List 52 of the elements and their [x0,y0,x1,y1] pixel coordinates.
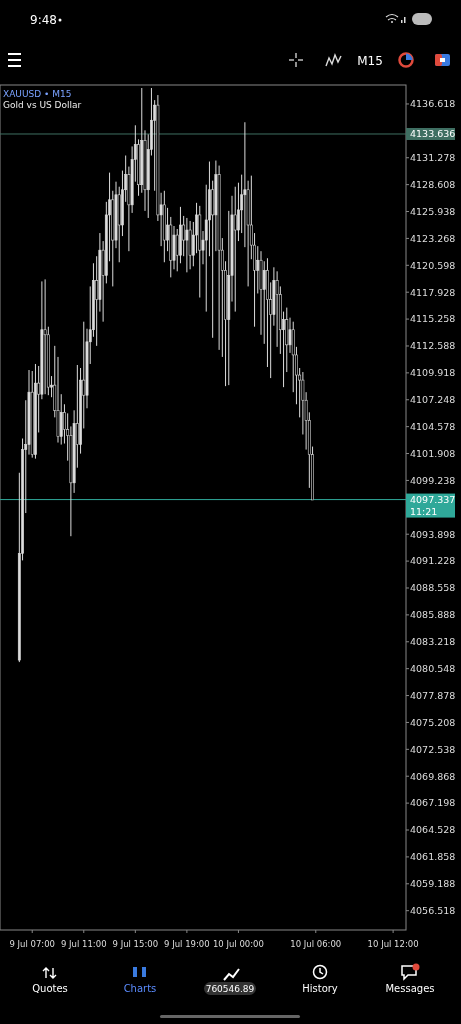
y-tick-label: 4109.918 [410,367,456,379]
text: Quotes [32,983,68,994]
y-tick-label: 4083.218 [410,636,456,648]
text: 9:48 [30,13,57,27]
x-tick-label: 9 Jul 07:00 [9,939,56,949]
x-tick-label: 10 Jul 06:00 [290,939,342,949]
x-tick-label: 10 Jul 12:00 [367,939,419,949]
text: History [302,983,338,994]
text: Messages [385,983,435,994]
x-tick-label: 9 Jul 15:00 [112,939,159,949]
y-tick-label: 4104.578 [410,420,456,432]
text: Gold vs US Dollar [3,100,82,110]
y-tick-label: 4088.558 [410,582,456,594]
y-tick-label: 4120.598 [410,259,456,271]
y-tick-label: 4080.548 [410,662,456,674]
candlestick [288,317,292,354]
y-tick-label: 4117.928 [410,286,456,298]
text: 760546.89 [205,984,255,994]
y-tick-label: 4136.618 [410,98,456,110]
y-tick-label: 4064.528 [410,824,456,836]
y-tick-label: 4107.248 [410,394,456,406]
y-tick-label: 4128.608 [410,178,456,190]
y-tick-label: 4115.258 [410,313,456,325]
y-tick-label: 4085.888 [410,609,456,621]
candlestick [262,260,266,345]
y-tick-label: 4075.208 [410,716,456,728]
x-tick-label: 10 Jul 00:00 [212,939,264,949]
y-tick-label: 4072.538 [410,743,456,755]
text: 11:21 [410,505,438,517]
y-tick-label: 4056.518 [410,905,456,917]
y-tick-label: 4123.268 [410,232,456,244]
x-tick-label: 9 Jul 11:00 [60,939,107,949]
y-tick-label: 4067.198 [410,797,456,809]
text: M15 [357,54,383,68]
ref-line-label: 4133.636 [410,128,456,140]
y-tick-label: 4061.858 [410,851,456,863]
y-tick-label: 4077.878 [410,689,456,701]
candlestick [175,228,179,272]
y-tick-label: 4125.938 [410,205,456,217]
y-tick-label: 4112.588 [410,340,456,352]
x-tick-label: 9 Jul 19:00 [164,939,210,949]
text: Charts [123,983,157,994]
y-tick-label: 4059.188 [410,878,456,890]
y-tick-label: 4091.228 [410,555,456,567]
candlestick [256,245,260,294]
y-tick-label: 4101.908 [410,447,456,459]
ref-line-label: 4097.337 [410,493,456,505]
text: XAUUSD • M15 [3,89,72,99]
y-tick-label: 4131.278 [410,152,456,164]
y-tick-label: 4069.868 [410,770,456,782]
y-tick-label: 4093.898 [410,528,456,540]
y-tick-label: 4099.238 [410,474,456,486]
